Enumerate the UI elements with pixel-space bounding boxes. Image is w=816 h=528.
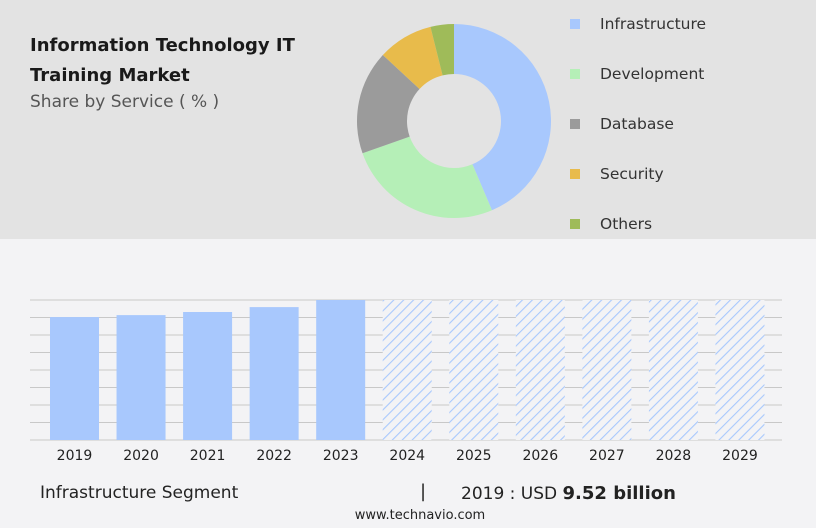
bar-2019	[50, 317, 99, 440]
x-tick-label: 2019	[57, 448, 93, 464]
legend-swatch	[570, 169, 580, 179]
bar-2020	[116, 315, 166, 440]
footer-value-label: 2019 : USD	[461, 484, 558, 504]
legend-label: Development	[600, 65, 705, 83]
x-tick-label: 2028	[656, 448, 692, 464]
bar-2021	[183, 312, 233, 440]
legend-swatch	[570, 69, 580, 79]
footer-value: 2019 : USD 9.52 billion	[461, 483, 676, 504]
footer-separator: |	[420, 481, 427, 502]
x-tick-label: 2025	[456, 448, 492, 464]
x-tick-label: 2024	[389, 448, 425, 464]
footer-segment: Infrastructure Segment	[40, 483, 239, 503]
forecast-bar-2024	[382, 300, 432, 440]
legend-label: Infrastructure	[600, 15, 707, 33]
legend-label: Database	[600, 115, 674, 133]
legend-item-database: Database	[570, 112, 674, 136]
chart-title: Information Technology IT Training Marke…	[30, 35, 295, 86]
x-tick-label: 2021	[190, 448, 226, 464]
website-link[interactable]: www.technavio.com	[354, 508, 486, 523]
forecast-bar-2029	[715, 300, 765, 440]
legend-swatch	[570, 19, 580, 29]
forecast-bar-2025	[449, 300, 499, 440]
donut-slice-others	[430, 24, 454, 76]
x-tick-label: 2027	[589, 448, 625, 464]
x-tick-label: 2020	[123, 448, 159, 464]
donut-slice-security	[382, 26, 443, 90]
footer-value-number: 9.52 billion	[562, 483, 676, 504]
legend-swatch	[570, 119, 580, 129]
legend-item-development: Development	[570, 62, 704, 86]
forecast-bar-2026	[515, 300, 565, 440]
x-tick-label: 2022	[256, 448, 292, 464]
chart-subtitle: Share by Service ( % )	[30, 92, 220, 112]
bar-2023	[316, 300, 366, 440]
bar-2022	[249, 307, 299, 440]
forecast-bar-2027	[582, 300, 632, 440]
legend-swatch	[570, 219, 580, 229]
donut-slice-development	[362, 136, 492, 218]
x-tick-label: 2029	[722, 448, 758, 464]
forecast-bar-2028	[648, 300, 698, 440]
legend-item-others: Others	[570, 212, 652, 236]
donut-slice-database	[357, 55, 420, 154]
legend-item-infrastructure: Infrastructure	[570, 12, 706, 36]
legend-item-security: Security	[570, 162, 664, 186]
donut-slice-infrastructure	[454, 24, 551, 211]
x-tick-label: 2023	[323, 448, 359, 464]
x-tick-label: 2026	[522, 448, 558, 464]
legend-label: Others	[600, 215, 653, 233]
legend-label: Security	[600, 165, 664, 183]
